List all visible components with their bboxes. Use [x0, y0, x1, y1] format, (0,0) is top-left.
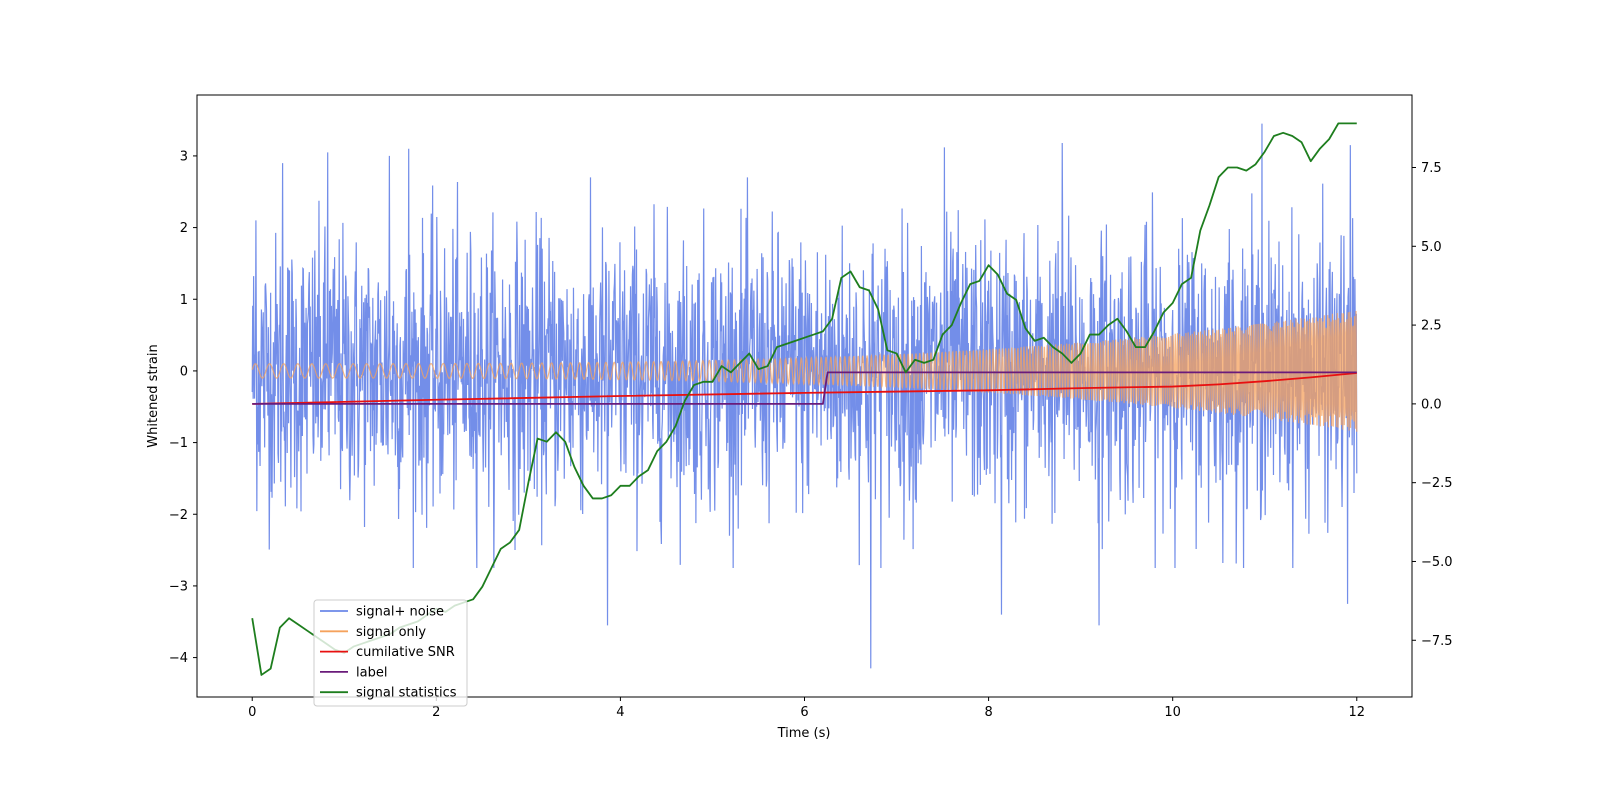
- y-tick-label: −2: [169, 508, 188, 523]
- x-tick-label: 4: [616, 705, 624, 720]
- y2-tick-label: −7.5: [1421, 634, 1453, 649]
- x-tick-label: 10: [1164, 705, 1181, 720]
- series-signal-noise-line: [251, 123, 1358, 669]
- legend-label: signal+ noise: [356, 605, 444, 620]
- x-tick-label: 12: [1348, 705, 1365, 720]
- y-axis-label: Whitened strain: [146, 344, 161, 447]
- y-axis-left: −4 −3 −2 −1 0 1 2 3: [169, 149, 197, 666]
- legend-label: signal only: [356, 625, 426, 640]
- y-tick-label: −4: [169, 651, 188, 666]
- y-tick-label: 1: [180, 293, 188, 308]
- x-tick-label: 6: [800, 705, 808, 720]
- y2-tick-label: 2.5: [1421, 319, 1442, 334]
- legend: signal+ noise signal only cumilative SNR la…: [313, 599, 468, 707]
- x-tick-label: 2: [432, 705, 440, 720]
- series-label-line: [252, 371, 1357, 405]
- legend-label: label: [356, 665, 387, 680]
- y2-tick-label: 0.0: [1421, 397, 1442, 412]
- x-axis-label: Time (s): [777, 726, 831, 741]
- x-tick-label: 0: [248, 705, 256, 720]
- x-axis: 0 2 4 6 8 10 12: [248, 697, 1365, 720]
- y2-tick-label: −2.5: [1421, 476, 1453, 491]
- series-cumulative-snr-line: [252, 372, 1357, 405]
- y2-tick-label: 7.5: [1421, 161, 1442, 176]
- y-tick-label: 0: [180, 364, 188, 379]
- y-axis-right: −7.5 −5.0 −2.5 0.0 2.5 5.0 7.5: [1412, 161, 1453, 649]
- y-tick-label: −3: [169, 579, 188, 594]
- y2-tick-label: −5.0: [1421, 555, 1453, 570]
- y-tick-label: −1: [169, 436, 188, 451]
- x-tick-label: 8: [984, 705, 992, 720]
- legend-label: signal statistics: [356, 686, 457, 701]
- y-tick-label: 2: [180, 221, 188, 236]
- legend-box: [313, 599, 468, 707]
- y-tick-label: 3: [180, 149, 188, 164]
- legend-label: cumilative SNR: [356, 645, 455, 660]
- y2-tick-label: 5.0: [1421, 240, 1442, 255]
- series-signal-only-line: [251, 311, 1358, 432]
